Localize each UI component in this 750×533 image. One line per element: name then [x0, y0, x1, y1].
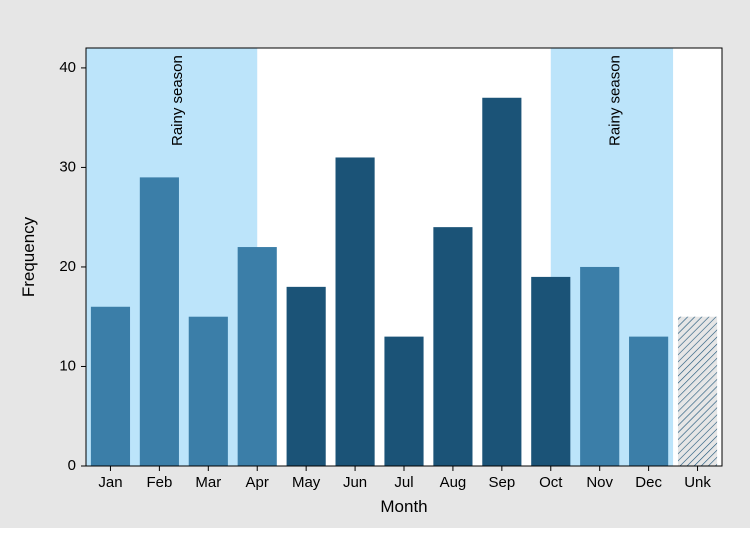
xtick-label: Jan: [98, 474, 122, 491]
x-axis-title: Month: [380, 497, 427, 516]
rainy-season-label-1: Rainy season: [606, 55, 623, 146]
bar-dec: [629, 337, 668, 466]
ytick-label: 0: [68, 457, 76, 474]
bar-feb: [140, 177, 179, 466]
xtick-label: Sep: [488, 474, 515, 491]
xtick-label: Mar: [195, 474, 221, 491]
xtick-label: Dec: [635, 474, 662, 491]
ytick-label: 20: [59, 258, 76, 275]
bar-apr: [238, 247, 277, 466]
bar-oct: [531, 277, 570, 466]
xtick-label: May: [292, 474, 321, 491]
ytick-label: 30: [59, 158, 76, 175]
xtick-label: Aug: [440, 474, 467, 491]
bar-nov: [580, 267, 619, 466]
ytick-label: 10: [59, 357, 76, 374]
y-axis-title: Frequency: [19, 216, 38, 297]
xtick-label: Apr: [246, 474, 269, 491]
bar-jan: [91, 307, 130, 466]
ytick-label: 40: [59, 59, 76, 76]
xtick-label: Nov: [586, 474, 613, 491]
xtick-label: Jul: [394, 474, 413, 491]
bar-jun: [336, 157, 375, 466]
xtick-label: Unk: [684, 474, 711, 491]
bar-aug: [433, 227, 472, 466]
bar-may: [287, 287, 326, 466]
xtick-label: Oct: [539, 474, 563, 491]
xtick-label: Jun: [343, 474, 367, 491]
frequency-bar-chart: Rainy season Rainy season 0 10 20 30 40 Jan Feb M…: [0, 0, 750, 528]
rainy-season-label-0: Rainy season: [169, 55, 186, 146]
xtick-label: Feb: [146, 474, 172, 491]
bar-jul: [384, 337, 423, 466]
bar-unk: [678, 317, 717, 466]
bar-mar: [189, 317, 228, 466]
chart-svg: Rainy season Rainy season 0 10 20 30 40 Jan Feb M…: [0, 0, 750, 528]
bar-sep: [482, 98, 521, 466]
